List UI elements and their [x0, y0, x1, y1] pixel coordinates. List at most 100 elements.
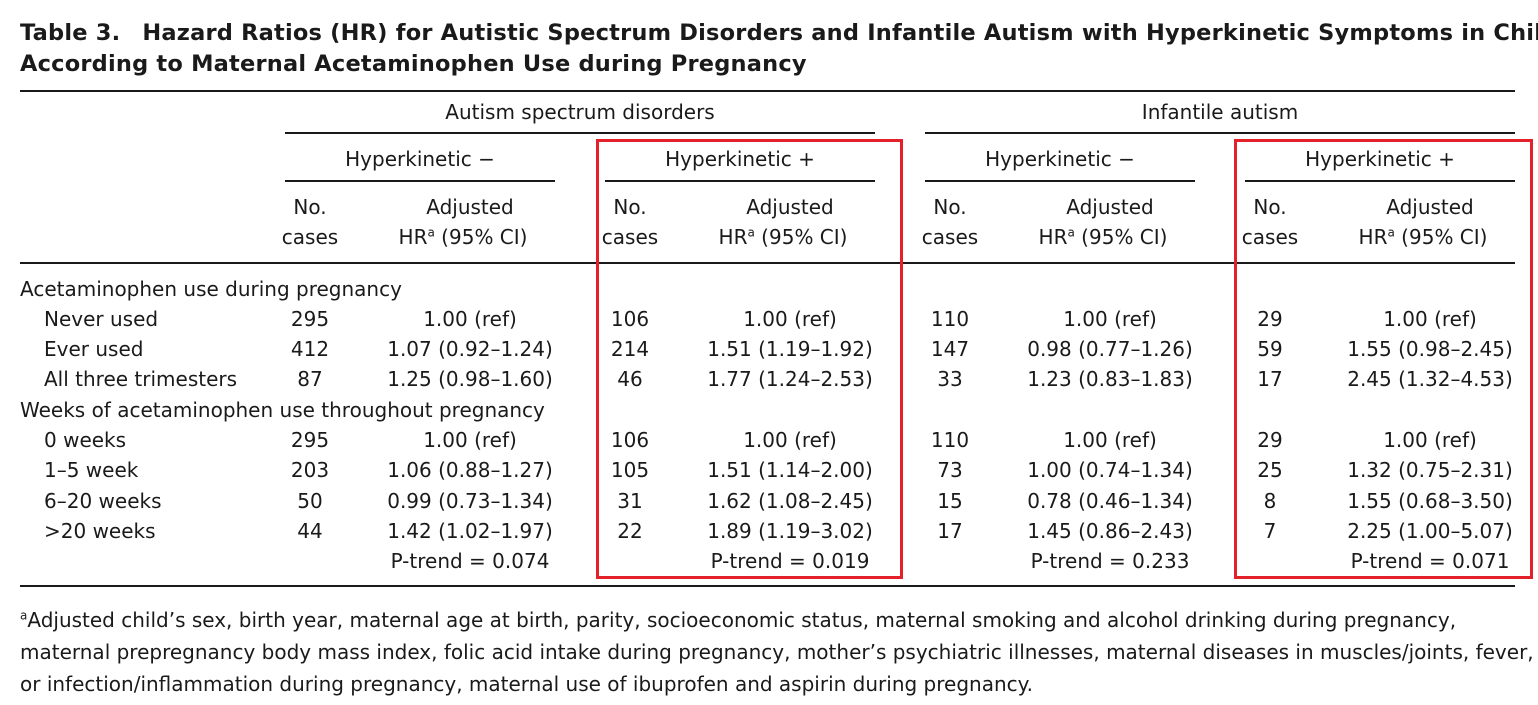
subgroup-rule-4 [1245, 180, 1515, 182]
table-cell: 1.45 (0.86–2.43) [1027, 519, 1193, 543]
table-title: Table 3. Hazard Ratios (HR) for Autistic … [20, 20, 1538, 46]
col-header-cases-4: No. [1253, 195, 1287, 219]
table-cell: 110 [930, 307, 970, 331]
table-cell: 0.98 (0.77–1.26) [1027, 337, 1193, 361]
table-cell: 1.23 (0.83–1.83) [1027, 367, 1193, 391]
p-trend-3: P-trend = 0.233 [1030, 549, 1190, 573]
table-cell: 1.00 (ref) [423, 428, 517, 452]
bottom-rule [20, 585, 1515, 587]
row-label: All three trimesters [44, 367, 238, 391]
table-cell: 1.00 (ref) [1383, 428, 1477, 452]
table-cell: 25 [1257, 458, 1283, 482]
subgroup-rule-3 [925, 180, 1195, 182]
col-header-cases-2b: cases [601, 225, 659, 249]
table-cell: 1.00 (ref) [1063, 428, 1157, 452]
table-cell: 106 [610, 307, 650, 331]
table-cell: 1.62 (1.08–2.45) [707, 489, 873, 513]
col-header-hr-3: Adjusted [1066, 195, 1154, 219]
table-title-line1: Hazard Ratios (HR) for Autistic Spectrum… [142, 20, 1538, 46]
table-cell: 50 [297, 489, 323, 513]
row-label: >20 weeks [44, 519, 156, 543]
col-header-cases-3: No. [933, 195, 967, 219]
subgroup-ia-hk-plus: Hyperkinetic + [1305, 147, 1455, 171]
table-cell: 1.51 (1.14–2.00) [707, 458, 873, 482]
table-cell: 87 [297, 367, 323, 391]
table-cell: 412 [290, 337, 330, 361]
table-cell: 1.00 (ref) [743, 428, 837, 452]
group-header-asd: Autism spectrum disorders [445, 100, 715, 124]
row-label: 0 weeks [44, 428, 127, 452]
table-cell: 1.42 (1.02–1.97) [387, 519, 553, 543]
table-cell: 29 [1257, 428, 1283, 452]
table-cell: 105 [610, 458, 650, 482]
table-cell: 44 [297, 519, 323, 543]
table-cell: 1.00 (ref) [423, 307, 517, 331]
table-cell: 2.25 (1.00–5.07) [1347, 519, 1513, 543]
table-cell: 1.25 (0.98–1.60) [387, 367, 553, 391]
table-cell: 2.45 (1.32–4.53) [1347, 367, 1513, 391]
table-cell: 46 [617, 367, 643, 391]
subgroup-asd-hk-plus: Hyperkinetic + [665, 147, 815, 171]
p-trend-1: P-trend = 0.074 [390, 549, 550, 573]
table-cell: 1.51 (1.19–1.92) [707, 337, 873, 361]
table-cell: 29 [1257, 307, 1283, 331]
table-cell: 73 [937, 458, 963, 482]
table-cell: 1.00 (ref) [743, 307, 837, 331]
col-header-hr-2b: HRa (95% CI) [718, 225, 848, 249]
table-cell: 295 [290, 428, 330, 452]
row-label: Never used [44, 307, 159, 331]
table-cell: 22 [617, 519, 643, 543]
col-header-hr-1: Adjusted [426, 195, 514, 219]
table-cell: 1.55 (0.98–2.45) [1347, 337, 1513, 361]
table-cell: 1.00 (0.74–1.34) [1027, 458, 1193, 482]
table-cell: 110 [930, 428, 970, 452]
table-cell: 7 [1263, 519, 1277, 543]
row-label: 6–20 weeks [44, 489, 162, 513]
table-cell: 1.00 (ref) [1383, 307, 1477, 331]
table-cell: 15 [937, 489, 963, 513]
table-cell: 214 [610, 337, 650, 361]
subgroup-asd-hk-minus: Hyperkinetic − [345, 147, 495, 171]
section-label-weeks: Weeks of acetaminophen use throughout pr… [20, 398, 545, 422]
row-label: Ever used [44, 337, 144, 361]
table-cell: 203 [290, 458, 330, 482]
table-cell: 1.77 (1.24–2.53) [707, 367, 873, 391]
table-cell: 33 [937, 367, 963, 391]
table-cell: 147 [930, 337, 970, 361]
table-cell: 1.00 (ref) [1063, 307, 1157, 331]
col-header-hr-3b: HRa (95% CI) [1038, 225, 1168, 249]
table-cell: 0.99 (0.73–1.34) [387, 489, 553, 513]
table-cell: 295 [290, 307, 330, 331]
footnote-line1: aAdjusted child’s sex, birth year, mater… [20, 608, 1457, 632]
col-header-cases-2: No. [613, 195, 647, 219]
group-rule-asd [285, 132, 875, 134]
header-rule [20, 262, 1515, 264]
p-trend-2: P-trend = 0.019 [710, 549, 870, 573]
subgroup-rule-1 [285, 180, 555, 182]
table-cell: 31 [617, 489, 643, 513]
table-cell: 17 [1257, 367, 1283, 391]
row-label: 1–5 week [44, 458, 139, 482]
col-header-hr-1b: HRa (95% CI) [398, 225, 528, 249]
table-cell: 106 [610, 428, 650, 452]
footnote-line3: or infection/inflammation during pregnan… [20, 672, 1033, 696]
footnote-marker: a [20, 608, 28, 623]
col-header-hr-4: Adjusted [1386, 195, 1474, 219]
col-header-cases-1b: cases [281, 225, 339, 249]
p-trend-4: P-trend = 0.071 [1350, 549, 1510, 573]
group-header-infantile: Infantile autism [1141, 100, 1299, 124]
group-rule-infantile [925, 132, 1515, 134]
table-title-line2: According to Maternal Acetaminophen Use … [20, 51, 807, 77]
table-cell: 1.32 (0.75–2.31) [1347, 458, 1513, 482]
col-header-cases-1: No. [293, 195, 327, 219]
section-label-use: Acetaminophen use during pregnancy [20, 277, 402, 301]
col-header-cases-3b: cases [921, 225, 979, 249]
table-cell: 0.78 (0.46–1.34) [1027, 489, 1193, 513]
subgroup-ia-hk-minus: Hyperkinetic − [985, 147, 1135, 171]
col-header-cases-4b: cases [1241, 225, 1299, 249]
table-cell: 59 [1257, 337, 1283, 361]
table-number: Table 3. [20, 20, 121, 46]
table-cell: 1.55 (0.68–3.50) [1347, 489, 1513, 513]
col-header-hr-4b: HRa (95% CI) [1358, 225, 1488, 249]
col-header-hr-2: Adjusted [746, 195, 834, 219]
